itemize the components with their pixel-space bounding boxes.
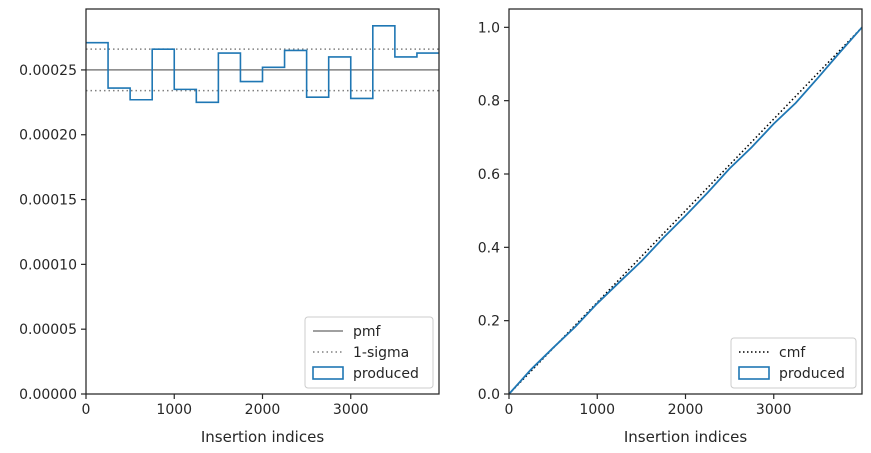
panel-1-series-produced — [86, 25, 439, 104]
panel-1-legend-label-pmf: pmf — [353, 324, 382, 340]
panel-2-y-tick-label: 0.8 — [478, 94, 500, 110]
panel-2-legend — [730, 337, 857, 389]
panel-1-legend — [304, 316, 434, 389]
panel-2-series-produced — [508, 26, 863, 395]
panel-2-x-tick-label: 3000 — [756, 402, 792, 418]
panel-1-legend-label-1-sigma: 1-sigma — [353, 345, 409, 361]
panel-1-x-tick-label: 0 — [82, 402, 91, 418]
panel-2-legend-produced-handle — [738, 366, 770, 380]
panel-1-y-tick-label: 0.00005 — [19, 322, 77, 338]
panel-2-legend-label-cmf: cmf — [779, 345, 806, 361]
panel-2-y-tick-label: 0.0 — [478, 387, 500, 403]
panel-2-y-tick-label: 0.2 — [478, 314, 500, 330]
panel-1-x-tick-label: 2000 — [245, 402, 281, 418]
panel-1-y-tick-label: 0.00015 — [19, 193, 77, 209]
panel-1-legend-produced-handle — [312, 366, 344, 380]
panel-2-y-tick-label: 0.4 — [478, 240, 500, 256]
panel-2-x-axis-label: Insertion indices — [624, 428, 747, 446]
panel-1-x-tick-label: 1000 — [156, 402, 192, 418]
panel-1-legend-label-produced: produced — [353, 366, 419, 382]
panel-1-y-tick-label: 0.00020 — [19, 128, 77, 144]
panel-1-y-tick-label: 0.00025 — [19, 63, 77, 79]
panel-2-x-tick-label: 0 — [505, 402, 514, 418]
panel-2-x-tick-label: 2000 — [668, 402, 704, 418]
panel-2-y-tick-label: 1.0 — [478, 20, 500, 36]
panel-2-y-tick-label: 0.6 — [478, 167, 500, 183]
panel-1-x-axis-label: Insertion indices — [201, 428, 324, 446]
panel-1-x-tick-label: 3000 — [333, 402, 369, 418]
panel-1-y-tick-label: 0.00010 — [19, 257, 77, 273]
panel-2-x-tick-label: 1000 — [579, 402, 615, 418]
panel-2-legend-label-produced: produced — [779, 366, 845, 382]
panel-1-y-tick-label: 0.00000 — [19, 387, 77, 403]
